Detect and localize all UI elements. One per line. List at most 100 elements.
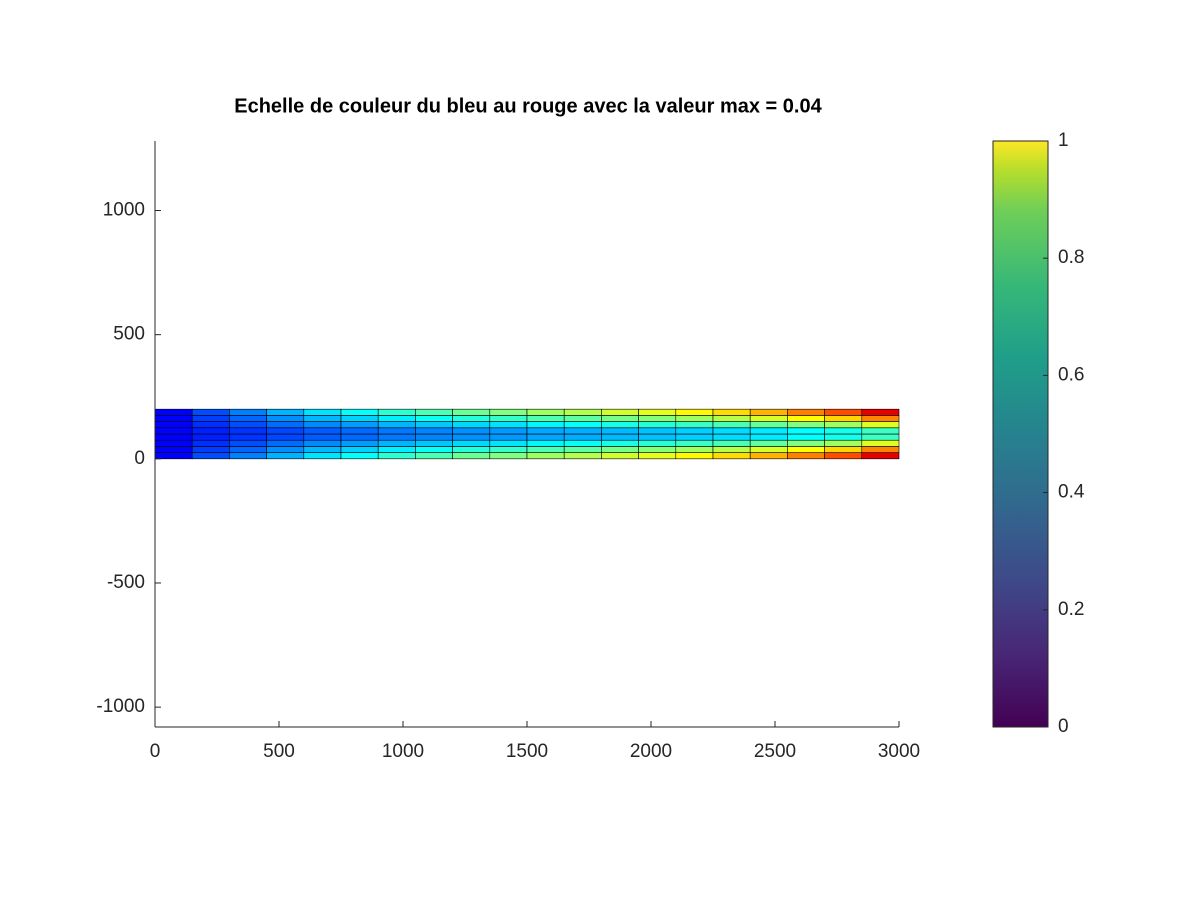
cell <box>154 433 193 441</box>
cell <box>415 408 453 416</box>
cell <box>712 446 751 453</box>
cell <box>489 421 528 429</box>
cell <box>191 427 230 435</box>
x-tick-label: 1000 <box>382 741 424 762</box>
cell <box>638 452 677 460</box>
cell <box>303 421 342 429</box>
cell <box>415 421 453 429</box>
cell <box>340 433 379 441</box>
x-tick-label: 1500 <box>506 741 548 762</box>
cell <box>601 421 639 429</box>
cell <box>638 433 677 441</box>
cell <box>452 408 491 416</box>
cell <box>675 439 714 447</box>
cell <box>563 415 602 422</box>
cell <box>303 433 342 441</box>
cell <box>303 408 342 416</box>
y-tick-label: 1000 <box>103 200 145 221</box>
cell <box>824 427 863 435</box>
colorbar-tick-label: 0 <box>1058 716 1069 737</box>
cell <box>415 433 453 441</box>
cell <box>712 415 751 422</box>
y-tick-label: -500 <box>107 572 145 593</box>
cell <box>861 433 900 441</box>
cell <box>266 439 305 447</box>
cell <box>638 427 677 435</box>
cell <box>563 446 602 453</box>
colorbar <box>992 140 1049 728</box>
cell <box>787 446 825 453</box>
cell <box>229 446 267 453</box>
cell <box>377 427 416 435</box>
cell <box>787 421 825 429</box>
cell <box>638 439 677 447</box>
cell <box>749 452 788 460</box>
cell <box>749 433 788 441</box>
cell <box>526 408 565 416</box>
colorbar-tick-label: 0.2 <box>1058 599 1084 620</box>
colorbar-tick-label: 1 <box>1058 130 1069 151</box>
cell <box>526 439 565 447</box>
cell <box>340 408 379 416</box>
cell <box>563 439 602 447</box>
cell <box>824 439 863 447</box>
cell <box>266 421 305 429</box>
cell <box>303 439 342 447</box>
cell <box>191 415 230 422</box>
cell <box>377 408 416 416</box>
cell <box>452 427 491 435</box>
cell <box>675 415 714 422</box>
cell <box>452 439 491 447</box>
cell <box>749 439 788 447</box>
cell <box>861 408 900 416</box>
cell <box>861 446 900 453</box>
cell <box>489 415 528 422</box>
cell <box>712 421 751 429</box>
cell <box>601 427 639 435</box>
cell <box>675 408 714 416</box>
cell <box>191 452 230 460</box>
cell <box>154 421 193 429</box>
cell <box>601 433 639 441</box>
cell <box>266 408 305 416</box>
cell <box>229 433 267 441</box>
cell <box>787 415 825 422</box>
cell <box>191 421 230 429</box>
cell <box>824 408 863 416</box>
colorbar-tick-label: 0.4 <box>1058 482 1085 503</box>
cell <box>489 452 528 460</box>
cell <box>489 433 528 441</box>
cell <box>526 415 565 422</box>
cell <box>489 446 528 453</box>
cell <box>712 452 751 460</box>
colorbar-tick-label: 0.6 <box>1058 364 1084 385</box>
cell <box>638 421 677 429</box>
cell <box>415 427 453 435</box>
cell <box>601 408 639 416</box>
cell <box>340 446 379 453</box>
cell <box>675 446 714 453</box>
cell <box>712 408 751 416</box>
x-tick-label: 2500 <box>754 741 796 762</box>
cell <box>154 415 193 422</box>
cell <box>266 446 305 453</box>
cell <box>191 446 230 453</box>
cell <box>191 433 230 441</box>
cell <box>154 439 193 447</box>
cell <box>415 439 453 447</box>
cell <box>563 433 602 441</box>
cell <box>675 427 714 435</box>
cell <box>303 427 342 435</box>
cell <box>415 452 453 460</box>
cell <box>824 415 863 422</box>
cell <box>526 427 565 435</box>
cell <box>489 439 528 447</box>
cell <box>489 408 528 416</box>
cell <box>861 427 900 435</box>
cell <box>824 433 863 441</box>
cell <box>861 439 900 447</box>
cell <box>824 446 863 453</box>
cell <box>787 408 825 416</box>
cell <box>415 415 453 422</box>
